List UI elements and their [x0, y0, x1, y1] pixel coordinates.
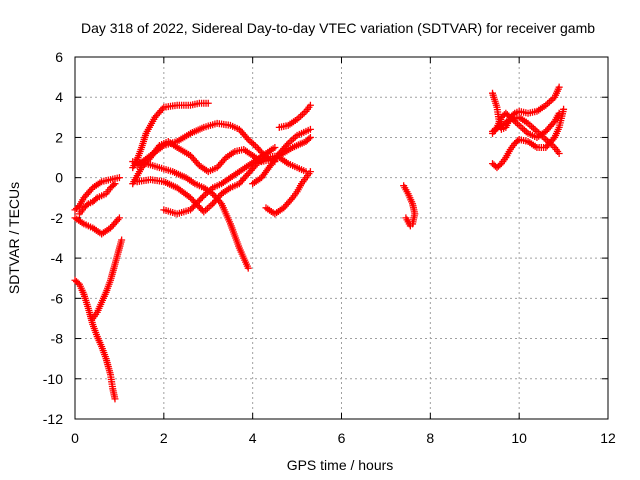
data-point-marker — [517, 123, 525, 131]
y-tick-label: 0 — [55, 170, 63, 186]
series-12 — [262, 168, 314, 218]
data-point-marker — [114, 216, 122, 224]
data-point-marker — [549, 119, 557, 127]
data-point-marker — [250, 140, 258, 148]
data-point-marker — [560, 105, 568, 113]
y-axis-label: SDTVAR / TECUs — [6, 182, 22, 294]
data-point-marker — [306, 133, 314, 141]
x-tick-label: 8 — [426, 430, 434, 446]
data-point-marker — [287, 195, 295, 203]
y-tick-label: -6 — [51, 290, 64, 306]
data-point-marker — [305, 135, 313, 143]
data-point-marker — [283, 141, 291, 149]
data-point-marker — [205, 203, 213, 211]
series-15 — [400, 182, 419, 228]
data-point-marker — [115, 214, 123, 222]
data-markers — [71, 83, 568, 403]
data-point-marker — [204, 99, 212, 107]
data-point-marker — [306, 101, 314, 109]
data-point-marker — [92, 195, 100, 203]
data-point-marker — [520, 126, 528, 134]
data-point-marker — [83, 201, 91, 209]
x-tick-label: 4 — [249, 430, 257, 446]
data-point-marker — [297, 112, 305, 120]
series-13 — [249, 125, 314, 188]
data-point-marker — [203, 205, 211, 213]
y-tick-label: 6 — [55, 49, 63, 65]
data-point-marker — [300, 109, 308, 117]
series-3 — [71, 214, 123, 238]
series-19 — [489, 113, 563, 158]
data-point-marker — [515, 121, 523, 129]
data-point-marker — [207, 201, 215, 209]
data-point-marker — [529, 124, 537, 132]
y-tick-label: -2 — [51, 210, 64, 226]
data-point-marker — [298, 111, 306, 119]
data-point-marker — [244, 264, 252, 272]
data-point-marker — [243, 134, 251, 142]
series-5 — [75, 180, 119, 218]
chart-title: Day 318 of 2022, Sidereal Day-to-day VTE… — [81, 20, 595, 36]
data-point-marker — [547, 96, 555, 104]
data-point-marker — [514, 137, 522, 145]
data-point-marker — [406, 222, 414, 230]
data-point-marker — [290, 135, 298, 143]
data-point-marker — [555, 83, 563, 91]
data-point-marker — [202, 206, 210, 214]
data-point-marker — [306, 125, 314, 133]
data-point-marker — [118, 236, 126, 244]
data-point-marker — [271, 144, 279, 151]
x-tick-label: 2 — [160, 430, 168, 446]
y-tick-label: -10 — [43, 371, 63, 387]
series-11 — [160, 144, 279, 218]
series-1 — [71, 276, 119, 403]
series-14 — [275, 101, 314, 131]
data-point-marker — [248, 139, 256, 147]
grid-lines — [75, 57, 608, 419]
data-point-marker — [306, 168, 314, 176]
y-tick-label: -12 — [43, 411, 63, 427]
data-point-marker — [555, 150, 563, 158]
x-tick-label: 0 — [71, 430, 79, 446]
data-point-marker — [545, 98, 553, 106]
x-tick-label: 6 — [338, 430, 346, 446]
series-6 — [129, 99, 212, 172]
data-point-marker — [111, 395, 119, 403]
data-point-marker — [549, 135, 557, 143]
data-point-marker — [288, 136, 296, 144]
data-point-marker — [115, 174, 123, 182]
series-16 — [402, 214, 414, 230]
series-20 — [489, 105, 568, 172]
series-10 — [133, 133, 314, 216]
x-tick-label: 12 — [600, 430, 616, 446]
data-point-marker — [158, 105, 166, 113]
x-axis-label: GPS time / hours — [287, 457, 394, 473]
series-4 — [71, 174, 123, 214]
y-tick-label: 4 — [55, 89, 63, 105]
data-point-marker — [111, 180, 119, 188]
y-tick-label: -4 — [51, 250, 64, 266]
data-point-marker — [158, 143, 166, 151]
data-point-marker — [198, 193, 206, 201]
y-tick-label: -8 — [51, 331, 64, 347]
y-tick-label: 2 — [55, 129, 63, 145]
data-point-marker — [109, 181, 117, 189]
data-point-marker — [528, 123, 536, 131]
x-tick-label: 10 — [511, 430, 527, 446]
axis-ticks: 0 2 4 6 8 10 12 -12 -10 -8 -6 -4 -2 0 2 4 6 — [43, 49, 616, 446]
series-2 — [89, 236, 126, 322]
data-point-marker — [519, 125, 527, 133]
